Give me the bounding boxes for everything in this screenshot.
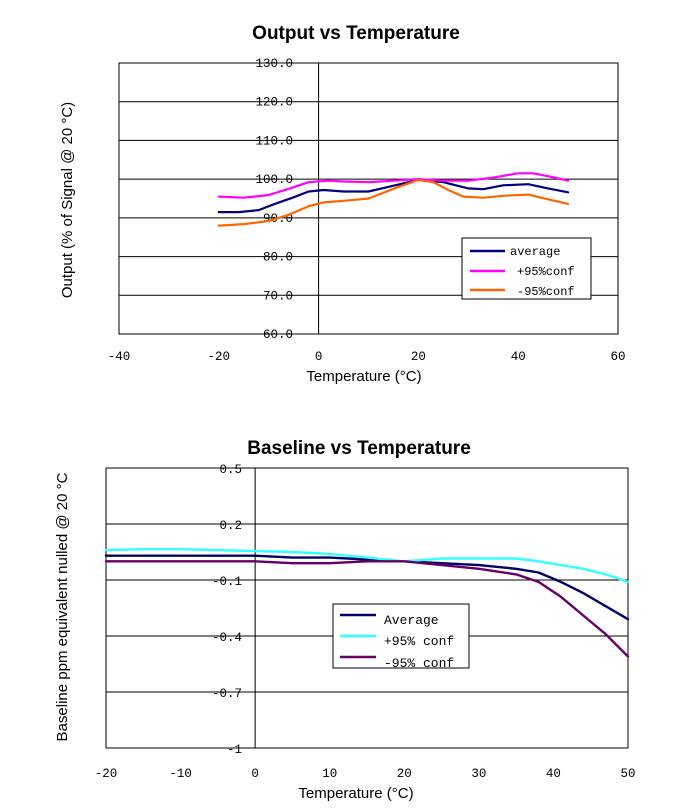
- baseline-x-tick-label: 30: [471, 767, 486, 781]
- output-y-tick-label: 80.0: [263, 251, 293, 265]
- baseline-x-axis-title: Temperature (°C): [298, 785, 413, 802]
- baseline-x-tick-label: 50: [620, 767, 635, 781]
- output-legend: average +95%conf -95%conf: [461, 237, 592, 300]
- output-y-tick-label: 110.0: [255, 134, 293, 148]
- baseline-chart: Baseline vs Temperature -1 -0.7 -0.4 -0.1 0.…: [54, 438, 636, 802]
- output-series-95-conf-line: [217, 178, 570, 227]
- legend-label-average: average: [510, 245, 560, 259]
- baseline-x-tick-label: 10: [322, 767, 337, 781]
- baseline-x-tick-label: 20: [397, 767, 412, 781]
- baseline-x-tick-label: 40: [546, 767, 561, 781]
- output-y-tick-label: 130.0: [255, 57, 293, 71]
- output-y-axis-title: Output (% of Signal @ 20 °C): [59, 102, 76, 298]
- baseline-legend: Average +95% conf -95% conf: [332, 603, 470, 671]
- baseline-x-tick-label: 0: [251, 767, 259, 781]
- output-x-tick-label: 60: [610, 350, 625, 364]
- baseline-y-tick-label: -0.7: [212, 687, 242, 701]
- output-x-tick-label: 40: [511, 350, 526, 364]
- output-x-tick-label: -40: [108, 350, 131, 364]
- baseline-y-axis-title: Baseline ppm equivalent nulled @ 20 °C: [54, 472, 71, 741]
- baseline-x-tick-label: -20: [95, 767, 118, 781]
- output-y-tick-label: 120.0: [255, 96, 293, 110]
- output-y-tick-label: 60.0: [263, 328, 293, 342]
- output-chart-title: Output vs Temperature: [252, 23, 460, 44]
- output-chart: Output vs Temperature 60.070.080.090.010…: [59, 23, 626, 385]
- baseline-y-tick-label: 0.5: [219, 463, 242, 477]
- output-y-tick-label: 100.0: [255, 173, 293, 187]
- output-y-tick-label: 70.0: [263, 289, 293, 303]
- output-x-axis-title: Temperature (°C): [306, 368, 421, 385]
- output-x-tick-label: -20: [208, 350, 231, 364]
- legend-label-lower: -95% conf: [384, 656, 454, 671]
- output-x-tick-label: 20: [411, 350, 426, 364]
- baseline-x-tick-label: -10: [169, 767, 192, 781]
- output-series-average-line: [217, 178, 570, 214]
- legend-label-minus95: -95%conf: [517, 285, 575, 299]
- baseline-y-tick-label: -1: [227, 743, 242, 757]
- legend-label-avg: Average: [384, 613, 439, 628]
- output-series-95-conf-line: [217, 172, 570, 199]
- legend-label-plus95: +95%conf: [517, 265, 575, 279]
- baseline-y-tick-label: 0.2: [219, 519, 242, 533]
- baseline-chart-title: Baseline vs Temperature: [247, 438, 471, 459]
- legend-label-upper: +95% conf: [384, 634, 454, 649]
- baseline-series-95-conf-line: [104, 560, 630, 658]
- baseline-y-tick-label: -0.1: [212, 575, 242, 589]
- baseline-y-tick-label: -0.4: [212, 631, 242, 645]
- output-x-tick-label: 0: [315, 350, 323, 364]
